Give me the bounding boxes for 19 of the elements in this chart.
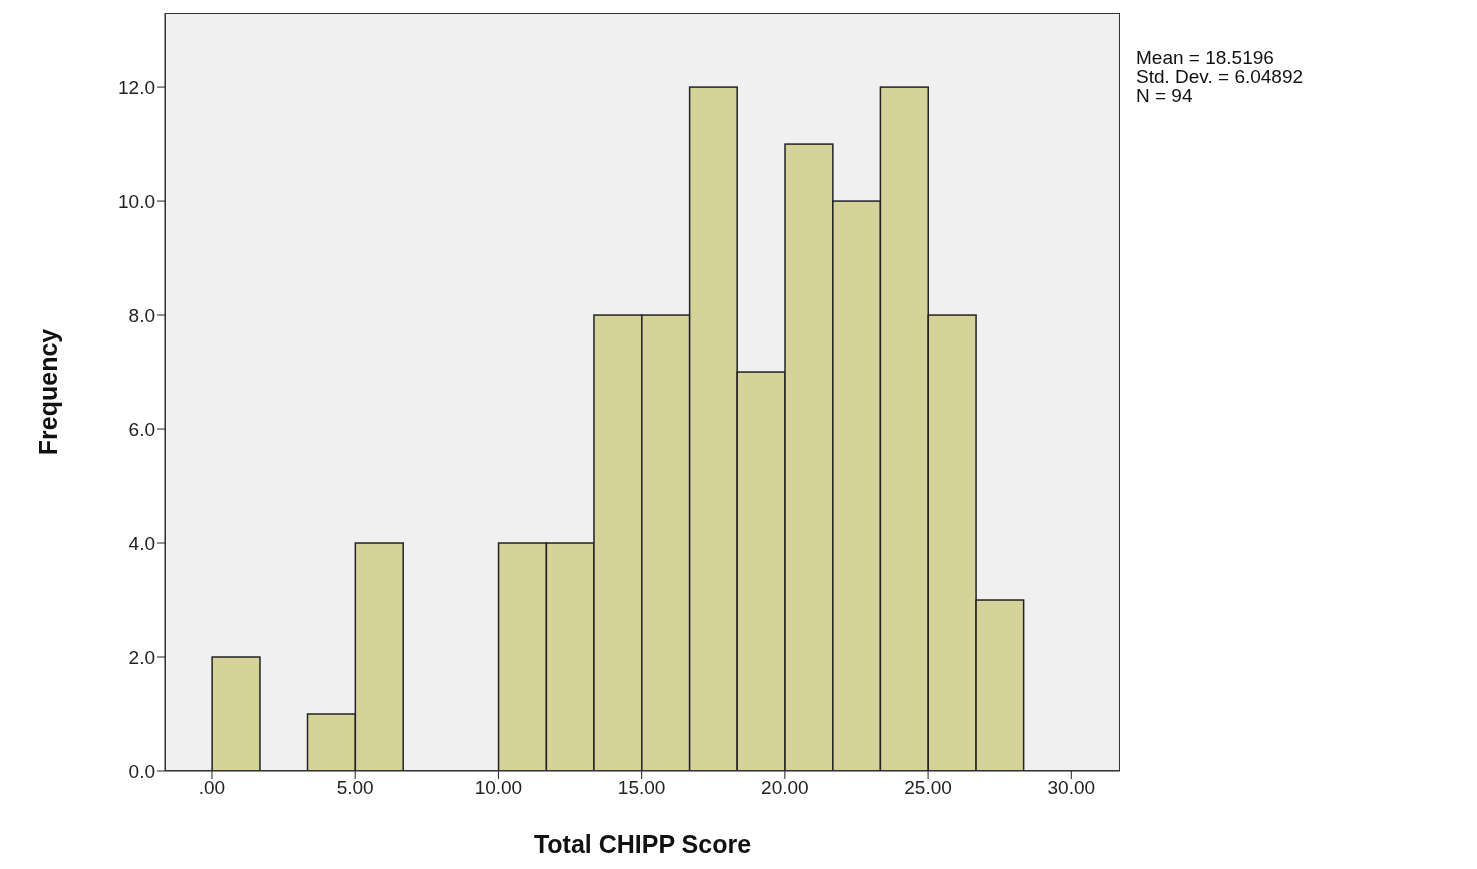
x-tick-label: .00 bbox=[198, 777, 226, 799]
x-tick-label: 15.00 bbox=[617, 777, 666, 799]
x-tick-label: 25.00 bbox=[904, 777, 952, 799]
text: N = 94 bbox=[1136, 85, 1194, 106]
y-tick-label: 12.0 bbox=[118, 76, 155, 98]
text: Std. Dev. = 6.04892 bbox=[1136, 66, 1304, 87]
y-tick-label: 8.0 bbox=[128, 304, 155, 326]
x-tick-label: 20.00 bbox=[761, 777, 809, 799]
text: Mean = 18.5196 bbox=[1136, 47, 1275, 68]
y-axis-title: Frequency bbox=[33, 328, 62, 456]
y-tick-label: 6.0 bbox=[128, 418, 155, 440]
y-tick-label: 0.0 bbox=[128, 760, 155, 782]
x-tick-label: 30.00 bbox=[1047, 777, 1096, 799]
y-tick-label: 10.0 bbox=[118, 190, 155, 212]
y-tick-label: 4.0 bbox=[128, 532, 155, 554]
x-tick-label: 10.00 bbox=[474, 777, 523, 799]
y-tick-label: 2.0 bbox=[128, 646, 155, 668]
x-tick-label: 5.00 bbox=[336, 777, 374, 799]
x-axis-title: Total CHIPP Score bbox=[533, 830, 752, 858]
